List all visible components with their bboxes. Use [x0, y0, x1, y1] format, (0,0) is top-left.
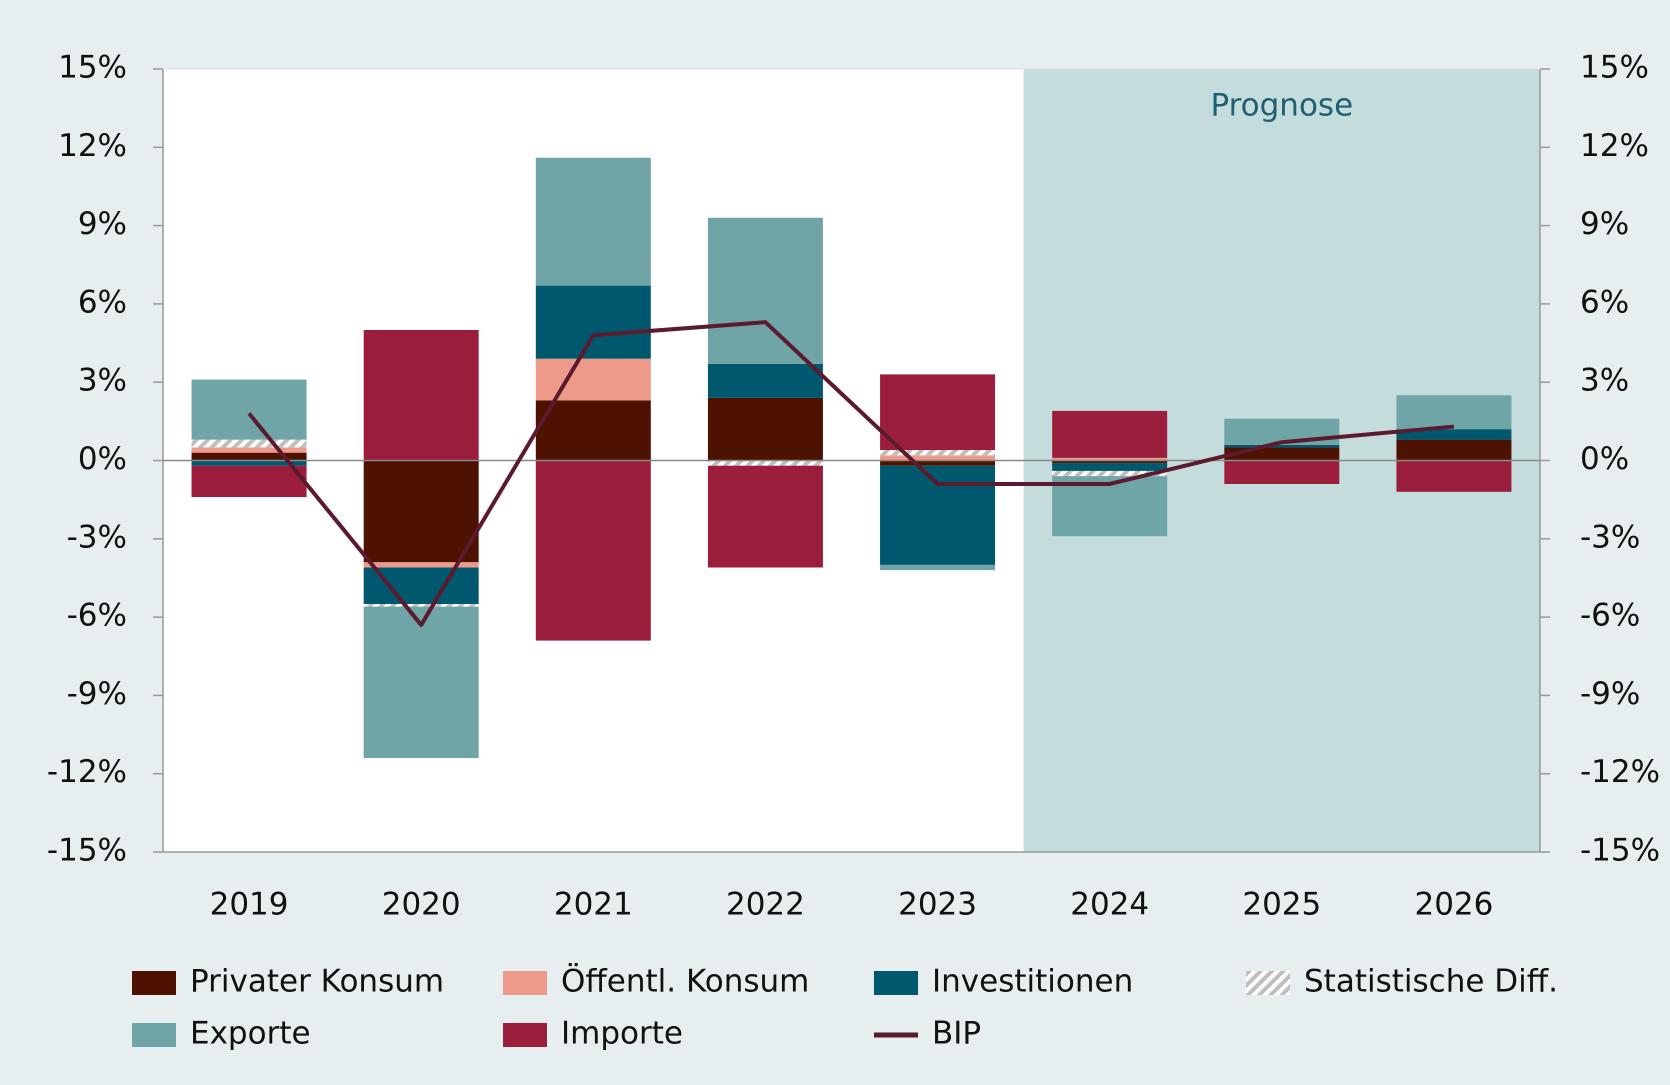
bar [1396, 460, 1512, 492]
bar [191, 452, 307, 461]
y2-tick-label: 0% [1580, 441, 1629, 477]
bar [1052, 410, 1168, 458]
bar [1396, 439, 1512, 461]
bar [880, 564, 996, 571]
legend-label: BIP [932, 1016, 981, 1052]
legend-swatch [132, 971, 176, 995]
bar [191, 465, 307, 498]
legend-label: Privater Konsum [190, 964, 444, 1000]
x-tick-label: 2020 [382, 887, 461, 923]
x-tick-label: 2025 [1242, 887, 1321, 923]
bar [1224, 444, 1340, 448]
bar [363, 330, 479, 461]
x-tick-label: 2022 [726, 887, 805, 923]
bar [363, 604, 479, 607]
y-tick-label: 9% [78, 206, 127, 242]
bar [707, 465, 823, 568]
annotation: Prognose [1210, 88, 1353, 124]
y-tick-label: -6% [67, 598, 127, 634]
legend-swatch [503, 1023, 547, 1047]
bar [707, 397, 823, 461]
bar [880, 450, 996, 456]
bar [1052, 457, 1168, 461]
bar [1052, 460, 1168, 464]
x-tick-label: 2026 [1414, 887, 1493, 923]
bar [1052, 470, 1168, 477]
bar [535, 400, 651, 461]
bar [707, 363, 823, 398]
legend-swatch [874, 971, 918, 995]
bar [880, 374, 996, 451]
bar [535, 460, 651, 641]
x-tick-label: 2021 [554, 887, 633, 923]
legend-swatch [503, 971, 547, 995]
bar [363, 606, 479, 759]
y-tick-label: 3% [78, 363, 127, 399]
legend-swatch [132, 1023, 176, 1047]
legend-label: Statistische Diff. [1304, 964, 1558, 1000]
y-tick-label: 0% [78, 441, 127, 477]
bar [191, 439, 307, 448]
legend-label: Importe [561, 1016, 683, 1052]
y2-tick-label: 12% [1580, 128, 1649, 164]
bar [191, 460, 307, 466]
bar [363, 567, 479, 605]
bar [1396, 429, 1512, 440]
y2-tick-label: -3% [1580, 519, 1640, 555]
y-tick-label: 6% [78, 284, 127, 320]
x-tick-label: 2023 [898, 887, 977, 923]
x-tick-label: 2024 [1070, 887, 1149, 923]
y2-tick-label: 6% [1580, 284, 1629, 320]
y2-tick-label: -6% [1580, 598, 1640, 634]
bar [880, 465, 996, 565]
bar [707, 217, 823, 364]
y2-tick-label: -15% [1580, 833, 1660, 869]
bar [1052, 463, 1168, 471]
bar [707, 460, 823, 466]
y2-tick-label: 3% [1580, 363, 1629, 399]
bar [363, 562, 479, 568]
legend-swatch [1246, 971, 1290, 995]
bar [535, 285, 651, 359]
x-tick-label: 2019 [210, 887, 289, 923]
y-tick-label: -3% [67, 519, 127, 555]
y2-tick-label: -9% [1580, 676, 1640, 712]
bar [535, 157, 651, 286]
y-tick-label: 12% [58, 128, 127, 164]
bar [1396, 395, 1512, 430]
bar [1052, 476, 1168, 537]
legend-label: Öffentl. Konsum [561, 963, 809, 1000]
bar [1224, 460, 1340, 484]
y-tick-label: -15% [47, 833, 127, 869]
legend-label: Investitionen [932, 964, 1133, 1000]
line [247, 320, 1455, 627]
y-tick-label: -12% [47, 754, 127, 790]
bar [880, 460, 996, 466]
bar [880, 455, 996, 461]
y2-tick-label: 9% [1580, 206, 1629, 242]
y2-tick-label: -12% [1580, 754, 1660, 790]
bar [363, 460, 479, 563]
legend-label: Exporte [190, 1016, 311, 1052]
bar [535, 358, 651, 401]
bar [191, 379, 307, 440]
y-tick-label: -9% [67, 676, 127, 712]
y-tick-label: 15% [58, 50, 127, 86]
bar [191, 447, 307, 453]
y2-tick-label: 15% [1580, 50, 1649, 86]
